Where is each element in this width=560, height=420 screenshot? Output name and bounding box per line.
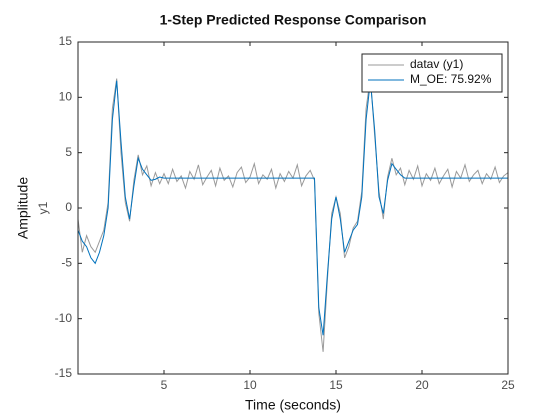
y-tick-label: 0 xyxy=(65,200,72,214)
y-tick-label: 10 xyxy=(59,90,73,104)
x-tick-label: 15 xyxy=(329,378,343,392)
legend-box xyxy=(361,53,503,93)
y-tick-label: -15 xyxy=(55,366,73,380)
x-tick-label: 20 xyxy=(415,378,429,392)
x-axis-label: Time (seconds) xyxy=(245,397,341,413)
legend-label: datav (y1) xyxy=(410,57,463,71)
chart-title: 1-Step Predicted Response Comparison xyxy=(160,12,427,28)
x-tick-label: 10 xyxy=(243,378,257,392)
y-axis-label: Amplitude xyxy=(15,177,31,239)
y-tick-label: 5 xyxy=(65,145,72,159)
x-tick-label: 25 xyxy=(501,378,515,392)
y-tick-label: -5 xyxy=(61,256,72,270)
output-name: y1 xyxy=(36,201,50,214)
plot-area xyxy=(78,77,508,352)
y-tick-label: 15 xyxy=(59,34,73,48)
y-tick-label: -10 xyxy=(55,311,73,325)
series-line xyxy=(78,80,508,336)
x-tick-label: 5 xyxy=(161,378,168,392)
legend-label: M_OE: 75.92% xyxy=(410,72,492,86)
